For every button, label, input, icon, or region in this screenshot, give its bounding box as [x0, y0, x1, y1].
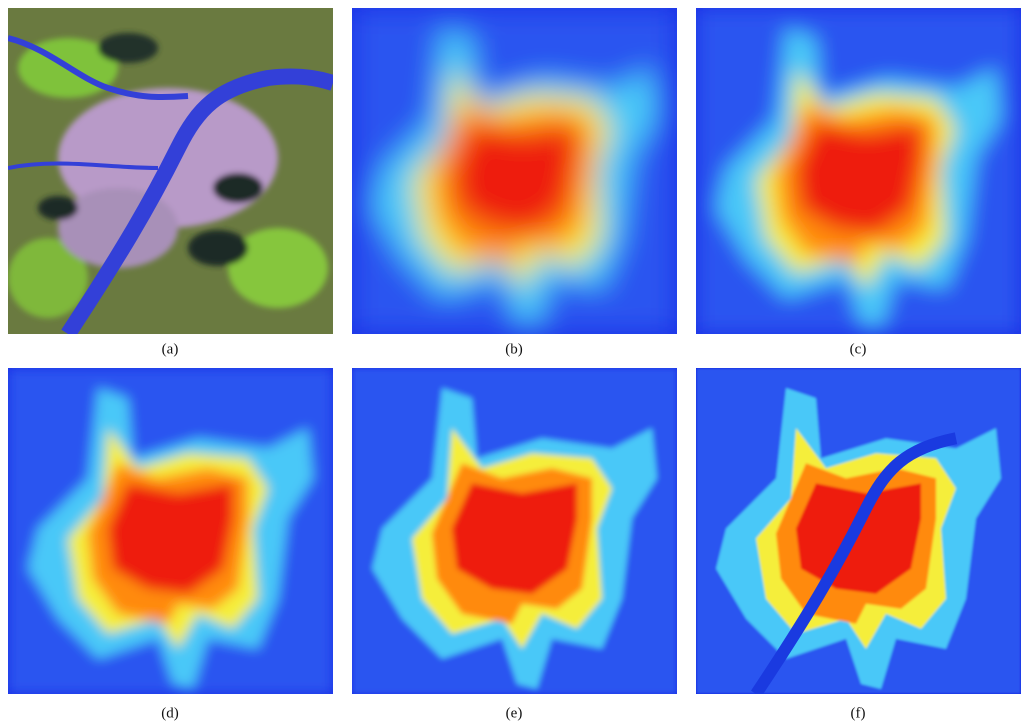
tributary	[8, 161, 159, 170]
satellite-image	[8, 8, 333, 334]
heatmap-b	[352, 8, 677, 334]
heatmap-f	[696, 368, 1021, 694]
heat	[352, 8, 677, 334]
heatmap-e	[352, 368, 677, 694]
heatmap-d	[8, 368, 333, 694]
heat	[352, 368, 677, 694]
caption: (f)	[851, 705, 866, 721]
caption: (a)	[162, 341, 179, 357]
heat	[8, 368, 333, 694]
heat	[696, 8, 1021, 334]
hills	[188, 230, 248, 266]
hills	[98, 33, 158, 63]
caption: (d)	[161, 705, 179, 721]
heatmap-c	[696, 8, 1021, 334]
vegetation	[228, 228, 328, 308]
land-cover	[8, 33, 328, 318]
hills	[38, 196, 78, 220]
hills	[213, 173, 263, 203]
caption: (c)	[850, 341, 867, 357]
vegetation	[8, 238, 88, 318]
tributary	[8, 35, 189, 101]
river	[751, 432, 958, 694]
caption: (e)	[506, 705, 523, 721]
caption: (b)	[505, 341, 523, 357]
river	[61, 68, 333, 334]
